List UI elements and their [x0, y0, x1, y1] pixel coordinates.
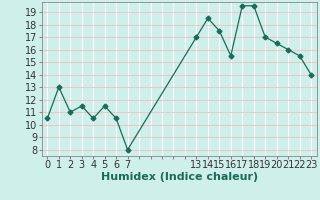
X-axis label: Humidex (Indice chaleur): Humidex (Indice chaleur) — [100, 172, 258, 182]
